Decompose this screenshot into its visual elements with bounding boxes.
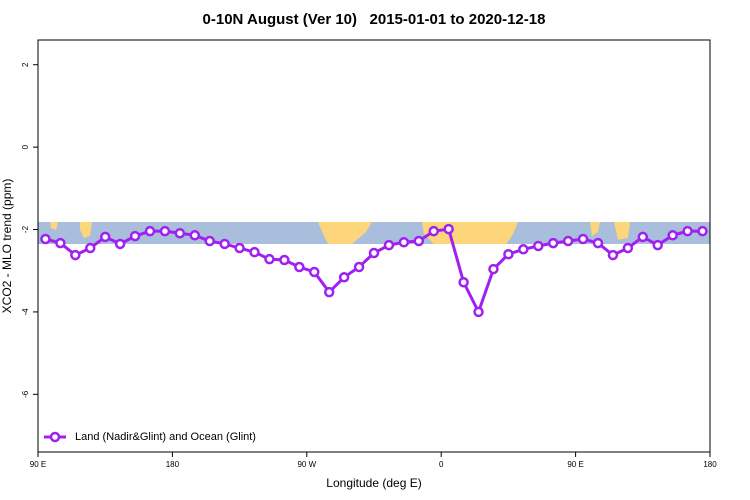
point xyxy=(503,248,514,260)
x-axis-label: Longitude (deg E) xyxy=(326,476,421,490)
x-tick-label: 0 xyxy=(439,460,444,469)
point xyxy=(234,242,245,254)
point xyxy=(577,233,589,245)
point xyxy=(189,230,201,241)
x-tick-label: 90 E xyxy=(567,460,583,469)
point xyxy=(458,277,469,288)
point xyxy=(413,235,425,247)
point xyxy=(40,233,51,245)
point xyxy=(323,286,335,298)
point xyxy=(85,242,96,254)
point xyxy=(667,230,678,241)
land xyxy=(50,222,92,238)
point xyxy=(547,237,559,249)
point xyxy=(144,225,156,237)
point xyxy=(592,237,604,249)
point xyxy=(70,249,81,261)
plot-frame xyxy=(37,39,711,453)
point xyxy=(264,253,275,265)
point xyxy=(428,225,439,237)
point xyxy=(562,235,574,247)
point xyxy=(55,237,66,249)
point xyxy=(129,230,141,242)
point xyxy=(652,239,663,251)
y-axis-label: XCO2 - MLO trend (ppm) xyxy=(0,179,14,314)
point xyxy=(383,239,395,251)
point xyxy=(682,225,693,237)
point xyxy=(338,272,350,283)
point xyxy=(398,237,410,248)
x-tick-label: 180 xyxy=(703,460,717,469)
point xyxy=(488,263,499,275)
point xyxy=(309,266,320,278)
y-tick-label: -4 xyxy=(21,308,30,316)
point xyxy=(607,249,619,261)
point xyxy=(294,261,305,273)
chart-title: 0-10N August (Ver 10) 2015-01-01 to 2020… xyxy=(203,11,546,28)
point xyxy=(533,240,544,252)
legend-label: Land (Nadir&Glint) and Ocean (Glint) xyxy=(75,431,256,443)
point xyxy=(637,231,649,243)
point xyxy=(174,227,186,239)
x-tick-label: 180 xyxy=(166,460,180,469)
land xyxy=(590,222,630,240)
point xyxy=(114,238,126,250)
y-tick-label: 2 xyxy=(21,62,30,67)
point xyxy=(249,246,260,258)
point xyxy=(697,225,708,237)
point xyxy=(368,247,380,259)
x-tick-label: 90 W xyxy=(297,460,316,469)
land xyxy=(318,222,372,244)
point xyxy=(159,225,171,237)
point xyxy=(473,306,484,318)
point xyxy=(518,244,529,255)
y-tick-label: -2 xyxy=(21,225,30,233)
point xyxy=(443,223,454,235)
y-tick-label: -6 xyxy=(21,390,30,398)
y-tick-label: 0 xyxy=(21,144,30,149)
point xyxy=(99,231,111,243)
legend-marker xyxy=(49,431,61,443)
point xyxy=(622,242,634,254)
x-tick-label: 90 E xyxy=(30,460,46,469)
point xyxy=(219,238,230,250)
point xyxy=(353,261,365,273)
point xyxy=(204,235,215,247)
point xyxy=(279,254,290,266)
